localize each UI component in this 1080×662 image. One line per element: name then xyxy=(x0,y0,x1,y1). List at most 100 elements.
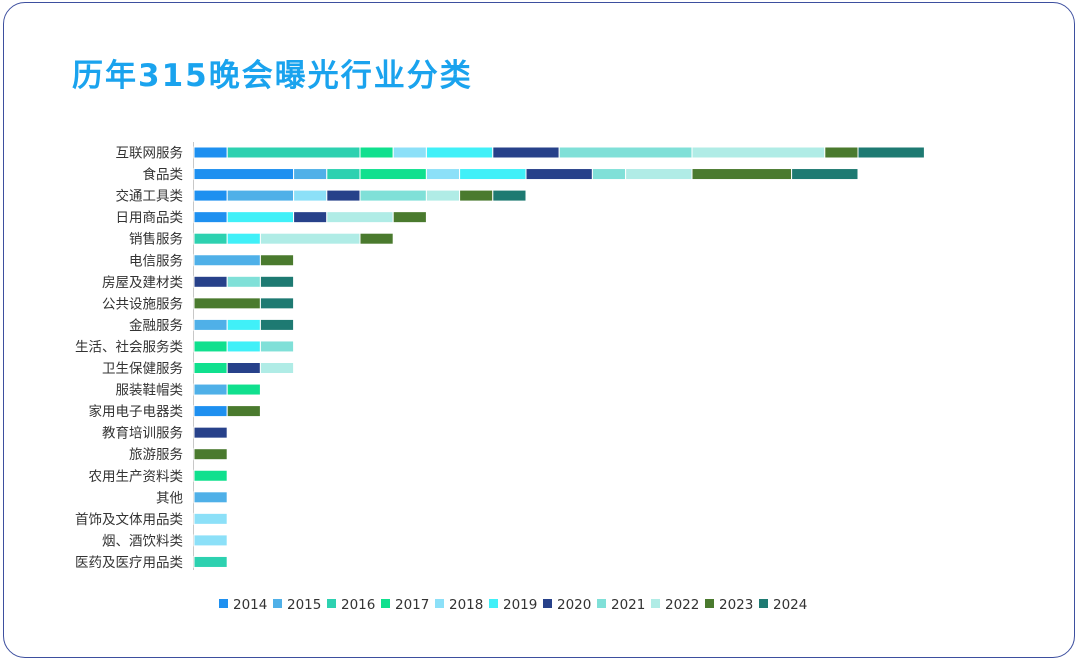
bar-segment-2018 xyxy=(193,534,228,547)
legend-label: 2019 xyxy=(503,597,537,613)
bar-segment-2014 xyxy=(193,189,228,202)
category-label: 服装鞋帽类 xyxy=(116,383,184,399)
legend-label: 2017 xyxy=(395,597,429,613)
category-labels: 互联网服务食品类交通工具类日用商品类销售服务电信服务房屋及建材类公共设施服务金融… xyxy=(75,146,183,571)
category-label: 旅游服务 xyxy=(129,447,183,463)
bar-segment-2022 xyxy=(326,211,394,224)
bar-segment-2023 xyxy=(193,448,228,461)
legend-label: 2024 xyxy=(773,597,807,613)
bar-segment-2024 xyxy=(857,146,925,159)
category-label: 生活、社会服务类 xyxy=(75,339,183,355)
legend-label: 2023 xyxy=(719,597,753,613)
bar-segment-2017 xyxy=(226,383,261,396)
legend-swatch xyxy=(381,599,390,608)
bar-segment-2022 xyxy=(425,189,461,202)
bar-segment-2023 xyxy=(459,189,494,202)
category-label: 农用生产资料类 xyxy=(89,469,184,485)
bar-segment-2021 xyxy=(359,189,427,202)
category-label: 教育培训服务 xyxy=(102,426,183,442)
legend: 2014 2015 2016 2017 2018 2019 2020 2021 2022 2023… xyxy=(219,597,807,613)
bar-segment-2018 xyxy=(193,512,228,525)
bar-segment-2023 xyxy=(691,168,793,181)
category-label: 家用电子电器类 xyxy=(89,403,184,420)
bar-segment-2017 xyxy=(193,362,228,374)
bar-segment-2019 xyxy=(425,146,494,159)
bar-segment-2016 xyxy=(226,146,361,159)
legend-swatch xyxy=(273,599,282,608)
bar-segment-2016 xyxy=(193,555,228,568)
bar-segment-2015 xyxy=(193,383,228,396)
category-label: 房屋及建材类 xyxy=(102,275,183,291)
bar-segment-2016 xyxy=(193,232,228,245)
bar-segment-2021 xyxy=(591,168,627,181)
bar-segment-2018 xyxy=(425,168,461,181)
bar-segment-2021 xyxy=(558,146,693,159)
bar-segment-2019 xyxy=(459,168,527,181)
bar-segment-2017 xyxy=(359,146,394,159)
bar-segment-2016 xyxy=(326,168,361,181)
bar-segment-2017 xyxy=(193,469,228,482)
legend-label: 2022 xyxy=(665,597,699,613)
legend-label: 2015 xyxy=(287,597,321,613)
bar-segment-2022 xyxy=(259,232,361,245)
bar-segment-2023 xyxy=(226,405,261,418)
legend-label: 2021 xyxy=(611,597,645,613)
bar-segment-2020 xyxy=(193,426,228,439)
legend-swatch xyxy=(219,599,228,608)
bar-segment-2015 xyxy=(193,318,228,331)
bar-segment-2023 xyxy=(193,297,261,310)
bar-segment-2023 xyxy=(824,146,859,159)
bar-segment-2022 xyxy=(259,362,295,374)
category-label: 食品类 xyxy=(143,166,184,183)
legend-label: 2020 xyxy=(557,597,591,613)
bar-segment-2017 xyxy=(359,168,427,181)
legend-swatch xyxy=(651,599,660,608)
bar-segment-2022 xyxy=(625,168,693,181)
bar-segment-2014 xyxy=(193,146,228,159)
bar-segment-2014 xyxy=(193,168,295,181)
bar-segment-2024 xyxy=(791,168,859,181)
bar-segment-2019 xyxy=(226,211,295,224)
bar-segment-2023 xyxy=(392,211,427,224)
legend-label: 2018 xyxy=(449,597,483,613)
legend-swatch xyxy=(489,599,498,608)
bar-segment-2014 xyxy=(193,405,228,418)
bar-segment-2024 xyxy=(492,189,527,202)
bar-segment-2022 xyxy=(691,146,826,159)
category-label: 销售服务 xyxy=(129,232,183,248)
bar-segment-2020 xyxy=(492,146,560,159)
legend-swatch xyxy=(759,599,768,608)
bar-segment-2019 xyxy=(226,318,261,331)
bar-segment-2017 xyxy=(193,340,228,353)
legend-swatch xyxy=(597,599,606,608)
bar-segment-2024 xyxy=(259,297,295,310)
bar-segment-2020 xyxy=(293,211,328,224)
chart-frame xyxy=(3,2,1075,658)
bar-segment-2023 xyxy=(359,232,394,245)
bar-segment-2020 xyxy=(193,275,228,288)
category-label: 金融服务 xyxy=(129,318,183,334)
bar-segment-2015 xyxy=(193,254,261,267)
category-label: 互联网服务 xyxy=(116,146,184,162)
category-label: 公共设施服务 xyxy=(102,296,183,312)
chart-title: 历年315晚会曝光行业分类 xyxy=(72,58,473,94)
bar-segment-2024 xyxy=(259,275,295,288)
legend-swatch xyxy=(435,599,444,608)
bar-segment-2024 xyxy=(259,318,295,331)
bar-segment-2018 xyxy=(392,146,427,159)
bar-segment-2019 xyxy=(226,232,261,245)
legend-swatch xyxy=(705,599,714,608)
category-label: 交通工具类 xyxy=(116,188,184,205)
bar-segment-2021 xyxy=(259,340,295,353)
category-label: 其他 xyxy=(156,490,183,506)
bar-segment-2019 xyxy=(226,340,261,353)
bar-segment-2015 xyxy=(293,168,328,181)
category-label: 首饰及文体用品类 xyxy=(75,512,183,528)
category-label: 烟、酒饮料类 xyxy=(102,533,183,549)
legend-swatch xyxy=(543,599,552,608)
category-label: 卫生保健服务 xyxy=(102,361,183,377)
legend-label: 2016 xyxy=(341,597,375,613)
category-label: 电信服务 xyxy=(129,253,183,269)
bar-segment-2020 xyxy=(525,168,593,181)
legend-swatch xyxy=(327,599,336,608)
